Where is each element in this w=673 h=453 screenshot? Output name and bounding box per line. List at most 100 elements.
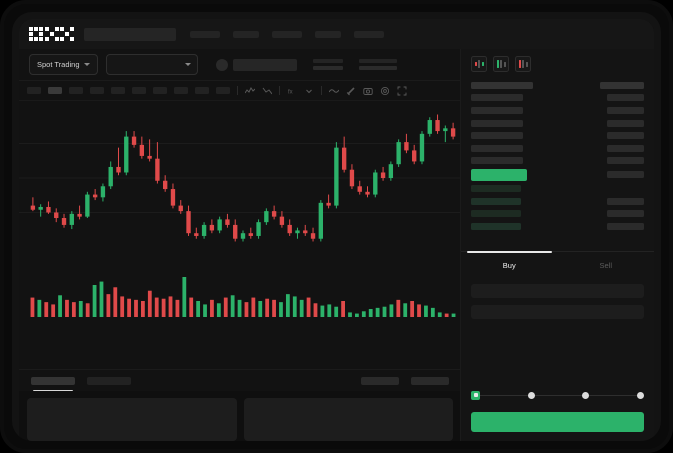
ask-amount <box>607 132 644 140</box>
orders-action-1[interactable] <box>411 376 449 385</box>
timeframe-button-3[interactable] <box>90 87 104 94</box>
orderbook-ask-row[interactable] <box>471 92 644 105</box>
orderbook-header-row <box>471 79 644 92</box>
timeframe-button-2[interactable] <box>69 87 83 94</box>
order-field-1[interactable] <box>471 305 644 319</box>
nav-item-2[interactable] <box>272 30 302 38</box>
ask-amount <box>607 119 644 127</box>
market-stat-value <box>358 66 397 70</box>
orderbook-panel: Buy Sell <box>460 49 654 441</box>
global-search-input[interactable] <box>84 27 176 41</box>
trading-mode-selector[interactable]: Spot Trading <box>29 54 98 75</box>
ask-amount <box>607 144 644 152</box>
ask-price <box>471 144 523 152</box>
stepper-node-0[interactable] <box>471 390 480 400</box>
toolbar-divider <box>279 86 280 95</box>
bottom-tab-1[interactable] <box>87 376 131 385</box>
orderbook-bid-row[interactable] <box>471 220 644 233</box>
market-stat-label <box>312 59 343 63</box>
amount-percent-stepper[interactable] <box>471 389 644 401</box>
tab-buy-label: Buy <box>502 260 516 270</box>
bottom-panels <box>19 391 461 441</box>
ask-price <box>471 119 523 127</box>
nav-item-3[interactable] <box>315 30 341 38</box>
okx-logo-k <box>44 27 59 41</box>
wave-icon[interactable] <box>329 86 339 96</box>
settings-icon[interactable] <box>380 86 390 96</box>
orderbook-mode-switcher <box>461 49 654 77</box>
orderbook-both-icon[interactable] <box>471 56 487 72</box>
fullscreen-icon[interactable] <box>397 86 407 96</box>
chart-canvas <box>19 114 461 317</box>
tab-sell[interactable]: Sell <box>558 252 655 278</box>
bid-price <box>471 184 521 192</box>
bid-amount <box>607 210 644 218</box>
top-nav-items <box>190 30 384 38</box>
orderbook-bids-icon[interactable] <box>493 56 509 72</box>
orderbook-ask-row[interactable] <box>471 117 644 130</box>
nav-item-4[interactable] <box>354 30 384 38</box>
market-stat-1 <box>358 59 397 70</box>
orderbook-bid-row[interactable] <box>471 182 644 195</box>
orders-action-0[interactable] <box>361 376 399 385</box>
bottom-tab-0[interactable] <box>31 376 75 392</box>
indicator-icon[interactable]: fx <box>287 86 297 96</box>
bottom-panel-1[interactable] <box>243 398 453 441</box>
orderbook-ask-row[interactable] <box>471 104 644 117</box>
toolbar-divider <box>237 86 238 95</box>
top-navigation-bar <box>19 19 654 49</box>
timeframe-button-5[interactable] <box>132 87 146 94</box>
trading-pair-selector[interactable] <box>105 54 198 75</box>
market-stat-value <box>312 66 343 70</box>
order-side-tabs: Buy Sell <box>461 251 654 278</box>
bid-price <box>471 197 521 205</box>
timeframe-button-9[interactable] <box>216 87 230 94</box>
stepper-node-2[interactable] <box>582 391 590 399</box>
bid-amount <box>607 197 644 205</box>
timeframe-button-1[interactable] <box>48 87 62 94</box>
orderbook-price-header <box>471 81 533 89</box>
tab-buy[interactable]: Buy <box>461 251 558 278</box>
line-chart-icon[interactable] <box>245 86 255 96</box>
okx-logo[interactable] <box>29 27 74 41</box>
ask-price <box>471 157 523 165</box>
device-bezel: Spot Trading <box>12 12 661 441</box>
orderbook-ask-row[interactable] <box>471 142 644 155</box>
order-field-0[interactable] <box>471 284 644 298</box>
timeframe-button-7[interactable] <box>174 87 188 94</box>
orderbook-ask-row[interactable] <box>471 155 644 168</box>
timeframe-button-6[interactable] <box>153 87 167 94</box>
ask-price <box>471 132 523 140</box>
bid-price <box>471 210 521 218</box>
orderbook-bid-row[interactable] <box>471 207 644 220</box>
stepper-node-3[interactable] <box>636 391 644 399</box>
candlestick-chart[interactable] <box>19 101 461 369</box>
orderbook-asks-icon[interactable] <box>515 56 531 72</box>
ask-amount <box>607 157 644 165</box>
timeframe-button-0[interactable] <box>27 87 41 94</box>
magnet-icon[interactable] <box>346 86 356 96</box>
timeframe-button-4[interactable] <box>111 87 125 94</box>
candle-chart-icon[interactable] <box>262 86 272 96</box>
chevron-down-icon <box>83 63 90 66</box>
camera-icon[interactable] <box>363 86 373 96</box>
okx-logo-o <box>29 27 43 41</box>
trading-mode-label: Spot Trading <box>37 60 80 69</box>
chevron-down-icon[interactable] <box>304 86 314 96</box>
stepper-track <box>476 394 639 396</box>
timeframe-button-8[interactable] <box>195 87 209 94</box>
bottom-panel-0[interactable] <box>27 398 237 441</box>
stepper-node-1[interactable] <box>527 391 535 399</box>
orderbook-bid-row[interactable] <box>471 195 644 208</box>
orders-tab-bar <box>19 369 461 392</box>
okx-logo-x <box>60 27 74 41</box>
last-traded-price <box>471 168 527 181</box>
nav-item-0[interactable] <box>190 30 220 38</box>
orderbook-ask-row[interactable] <box>471 129 644 142</box>
nav-item-1[interactable] <box>233 30 259 38</box>
order-form <box>461 277 654 383</box>
orderbook-amount-header <box>600 81 644 89</box>
submit-order-button[interactable] <box>471 412 644 432</box>
last-price-display <box>232 58 297 71</box>
